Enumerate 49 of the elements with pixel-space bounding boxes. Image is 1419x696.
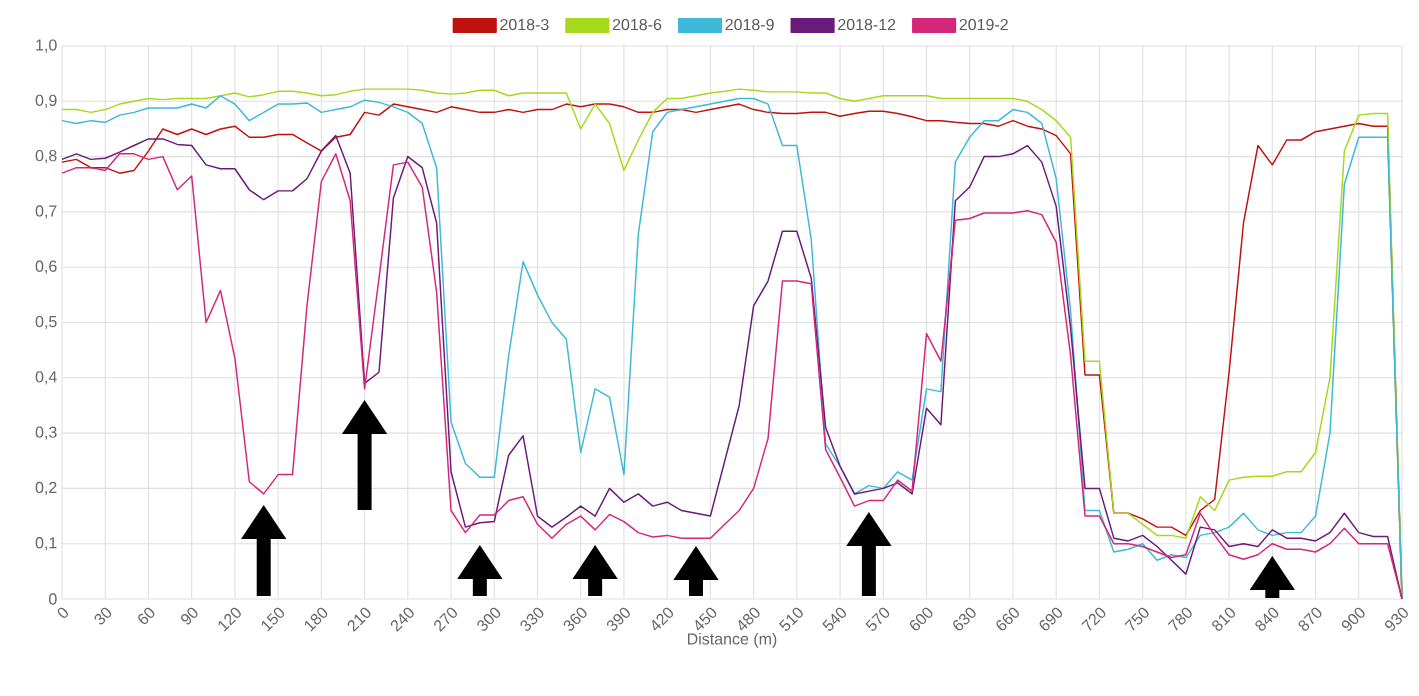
x-tick-label: 750 xyxy=(1124,607,1149,631)
x-tick-label: 0 xyxy=(57,607,68,618)
x-tick-label: 90 xyxy=(181,607,198,625)
y-tick-label: 0,1 xyxy=(35,537,57,551)
x-tick-label: 390 xyxy=(606,607,630,631)
x-tick-label: 240 xyxy=(390,607,414,632)
y-tick-label: 0,2 xyxy=(35,481,57,496)
x-tick-label: 150 xyxy=(261,607,285,632)
x-tick-label: 510 xyxy=(779,607,803,631)
legend-label: 2018-3 xyxy=(500,18,549,31)
y-tick-label: 1,0 xyxy=(36,39,57,53)
legend-label: 2018-6 xyxy=(612,18,662,31)
y-tick-label: 0,8 xyxy=(35,149,57,164)
x-tick-label: 210 xyxy=(347,607,371,632)
y-tick-label: 0,4 xyxy=(35,371,57,385)
x-tick-label: 420 xyxy=(652,607,674,631)
y-tick-label: 0,9 xyxy=(35,94,57,108)
legend-label: 2018-12 xyxy=(838,18,896,31)
x-tick-label: 930 xyxy=(1385,607,1408,631)
x-tick-label: 180 xyxy=(304,607,328,632)
x-tick-label: 300 xyxy=(477,607,501,631)
y-tick-label: 0,3 xyxy=(35,426,57,440)
y-tick-label: 0,5 xyxy=(35,315,57,330)
x-tick-label: 330 xyxy=(520,607,544,631)
x-tick-label: 660 xyxy=(996,607,1019,631)
x-tick-label: 900 xyxy=(1341,607,1365,631)
x-tick-label: 810 xyxy=(1212,607,1236,631)
x-tick-label: 780 xyxy=(1167,607,1192,631)
x-tick-label: 720 xyxy=(1081,607,1106,631)
x-axis-title: Distance (m) xyxy=(687,632,777,648)
x-tick-label: 570 xyxy=(865,607,890,631)
y-tick-label: 0,7 xyxy=(35,205,57,219)
x-tick-label: 60 xyxy=(138,607,155,625)
x-tick-label: 450 xyxy=(695,607,717,631)
legend-label: 2019-2 xyxy=(959,18,1008,31)
x-tick-label: 630 xyxy=(953,607,976,631)
legend-label: 2018-9 xyxy=(725,18,774,31)
x-tick-label: 30 xyxy=(94,607,112,625)
y-tick-label: 0,6 xyxy=(35,260,57,274)
x-tick-label: 360 xyxy=(563,607,587,631)
x-tick-label: 120 xyxy=(218,607,241,632)
x-tick-label: 870 xyxy=(1298,607,1322,631)
x-tick-label: 600 xyxy=(909,607,933,631)
y-tick-label: 0 xyxy=(49,593,57,605)
x-tick-label: 690 xyxy=(1039,607,1063,631)
x-tick-label: 270 xyxy=(434,607,457,632)
x-tick-label: 480 xyxy=(738,607,760,631)
x-tick-label: 840 xyxy=(1255,607,1279,631)
x-tick-label: 540 xyxy=(822,607,846,631)
